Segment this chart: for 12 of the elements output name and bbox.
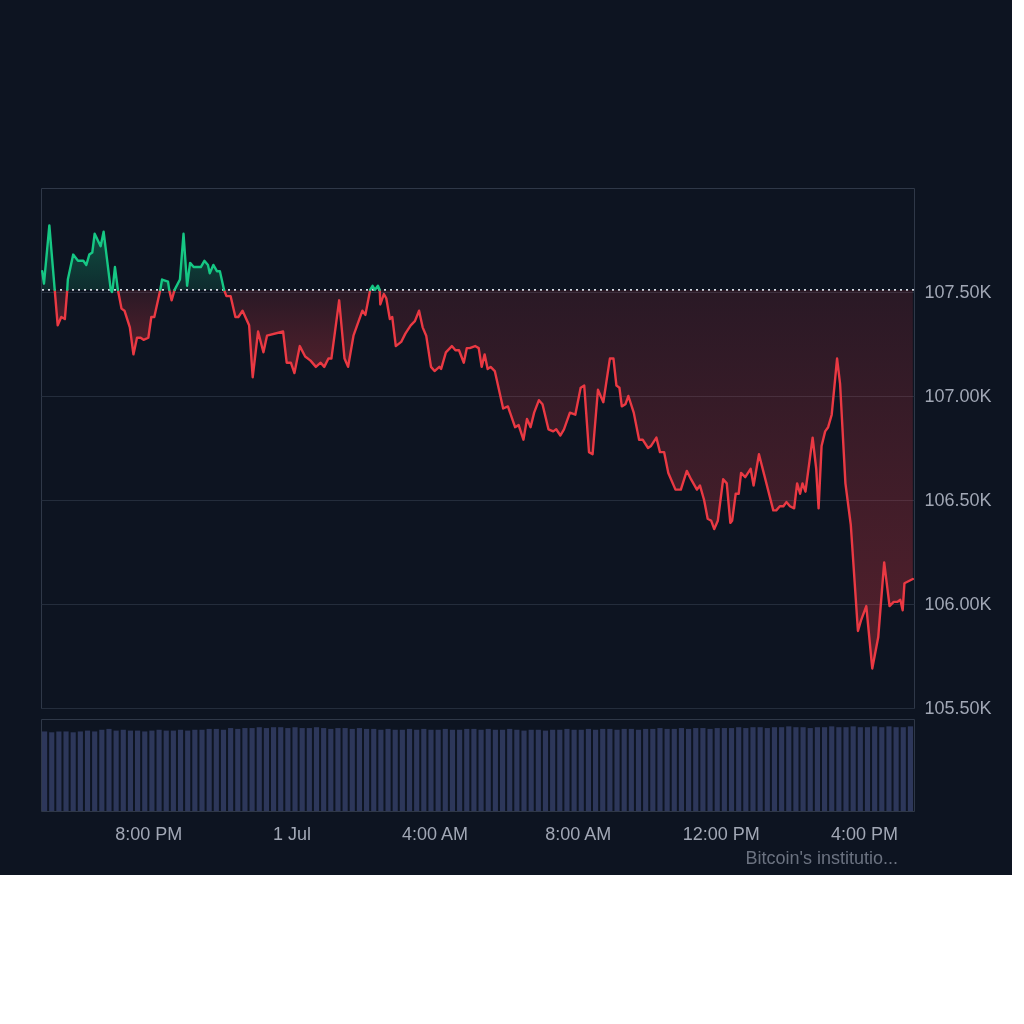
y-tick-label: 106.50K bbox=[924, 489, 992, 510]
x-tick-label: 4:00 AM bbox=[402, 823, 469, 844]
y-tick-label: 107.00K bbox=[924, 385, 992, 406]
x-tick-label: 1 Jul bbox=[272, 823, 311, 844]
x-tick-label: 8:00 AM bbox=[545, 823, 612, 844]
y-tick-label: 106.00K bbox=[924, 593, 992, 614]
x-tick-label: 8:00 PM bbox=[115, 823, 183, 844]
y-tick-label: 105.50K bbox=[924, 697, 992, 718]
y-tick-label: 107.50K bbox=[924, 281, 992, 302]
text: Bitcoin's institutio... bbox=[745, 848, 898, 868]
x-tick-label: 12:00 PM bbox=[682, 823, 760, 844]
x-tick-label: 4:00 PM bbox=[830, 823, 898, 844]
